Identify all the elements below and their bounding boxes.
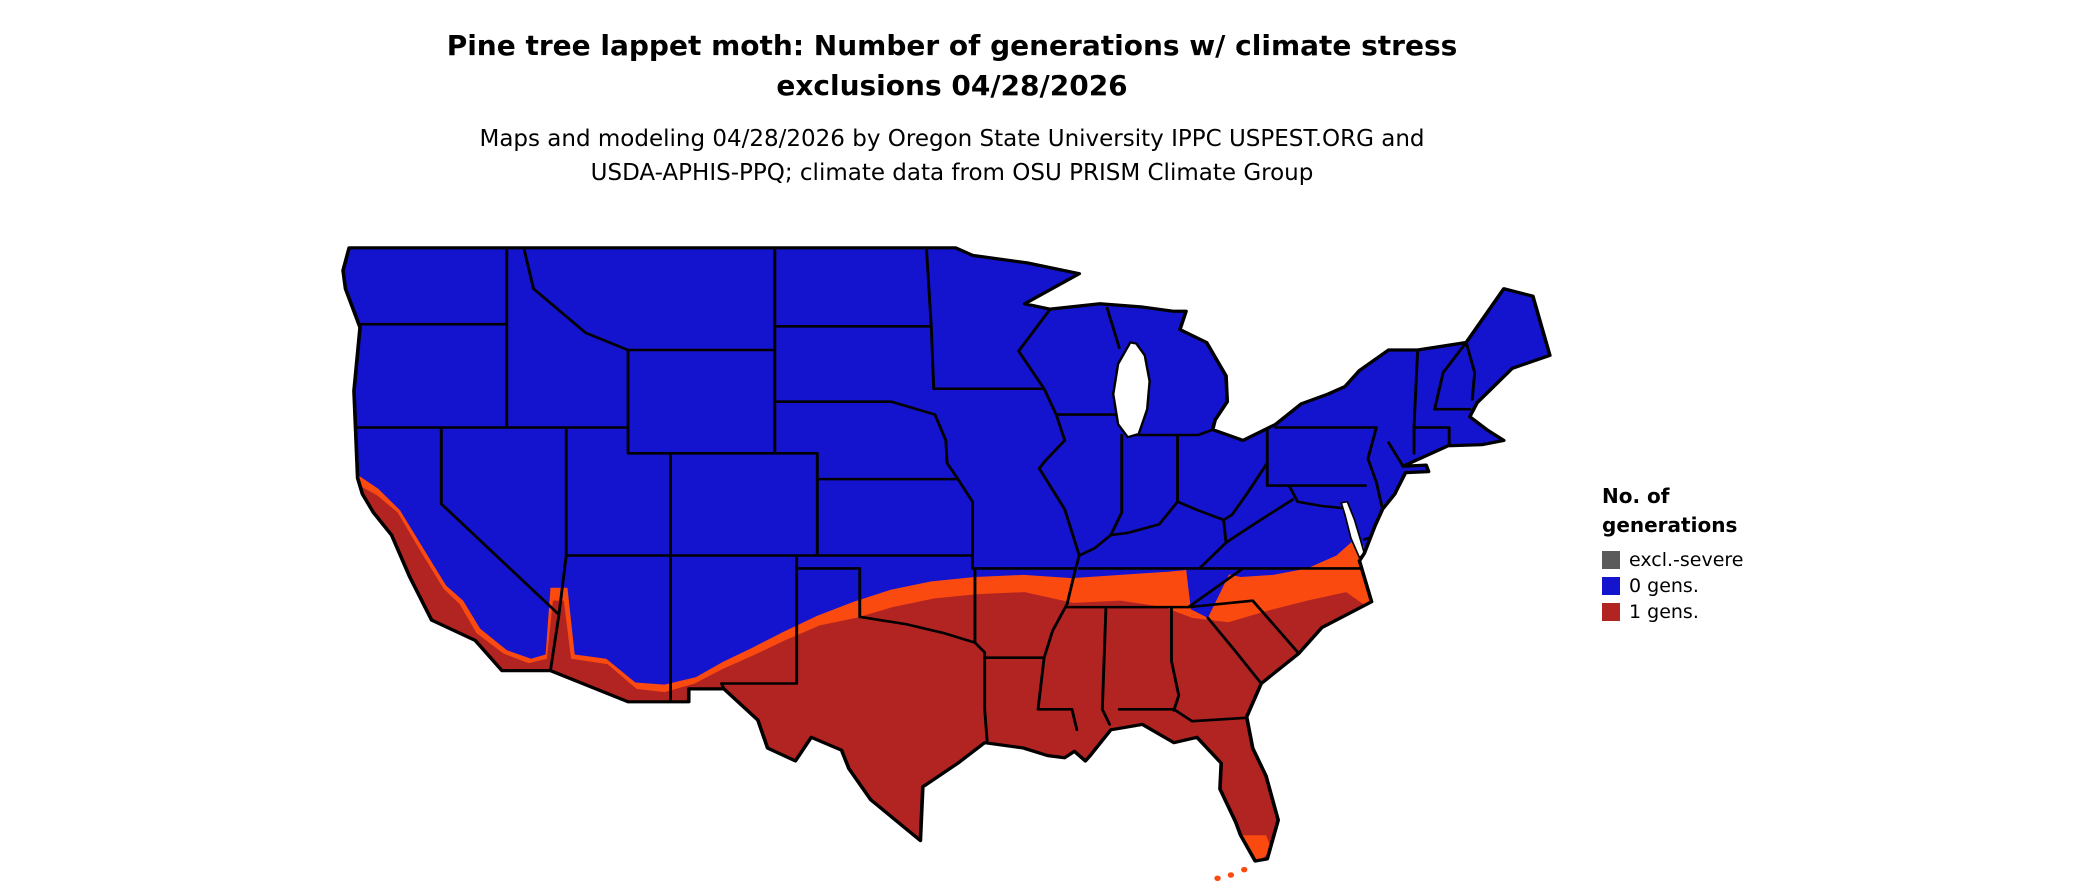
legend-item-one-gen: 1 gens. bbox=[1602, 599, 1744, 625]
title-line-2: exclusions 04/28/2026 bbox=[776, 69, 1128, 102]
legend-item-excl-severe: excl.-severe bbox=[1602, 547, 1744, 573]
page-title: Pine tree lappet moth: Number of generat… bbox=[352, 26, 1552, 106]
us-choropleth-map bbox=[337, 222, 1562, 889]
legend-swatch-one-gen bbox=[1602, 603, 1620, 621]
state-boundaries bbox=[347, 247, 1477, 742]
legend-heading-line-1: No. of bbox=[1602, 484, 1670, 508]
legend-swatch-zero-gens bbox=[1602, 577, 1620, 595]
lake-michigan bbox=[1112, 341, 1151, 439]
map-legend: No. of generations excl.-severe 0 gens. bbox=[1602, 482, 1744, 625]
subtitle-line-2: USDA-APHIS-PPQ; climate data from OSU PR… bbox=[590, 160, 1314, 186]
florida-keys bbox=[1214, 866, 1248, 882]
legend-label-zero-gens: 0 gens. bbox=[1629, 575, 1699, 597]
attribution-subtitle: Maps and modeling 04/28/2026 by Oregon S… bbox=[352, 122, 1552, 190]
legend-heading: No. of generations bbox=[1602, 482, 1744, 540]
subtitle-line-1: Maps and modeling 04/28/2026 by Oregon S… bbox=[479, 126, 1425, 152]
legend-heading-line-2: generations bbox=[1602, 513, 1738, 537]
legend-label-one-gen: 1 gens. bbox=[1629, 601, 1699, 623]
title-line-1: Pine tree lappet moth: Number of generat… bbox=[446, 29, 1458, 62]
us-map-svg bbox=[341, 246, 1552, 882]
legend-item-zero-gens: 0 gens. bbox=[1602, 573, 1744, 599]
us-outline bbox=[341, 246, 1552, 863]
chesapeake-bay bbox=[1340, 500, 1366, 560]
legend-swatch-excl-severe bbox=[1602, 551, 1620, 569]
legend-label-excl-severe: excl.-severe bbox=[1629, 549, 1744, 571]
legend-items: excl.-severe 0 gens. 1 gens. bbox=[1602, 547, 1744, 625]
